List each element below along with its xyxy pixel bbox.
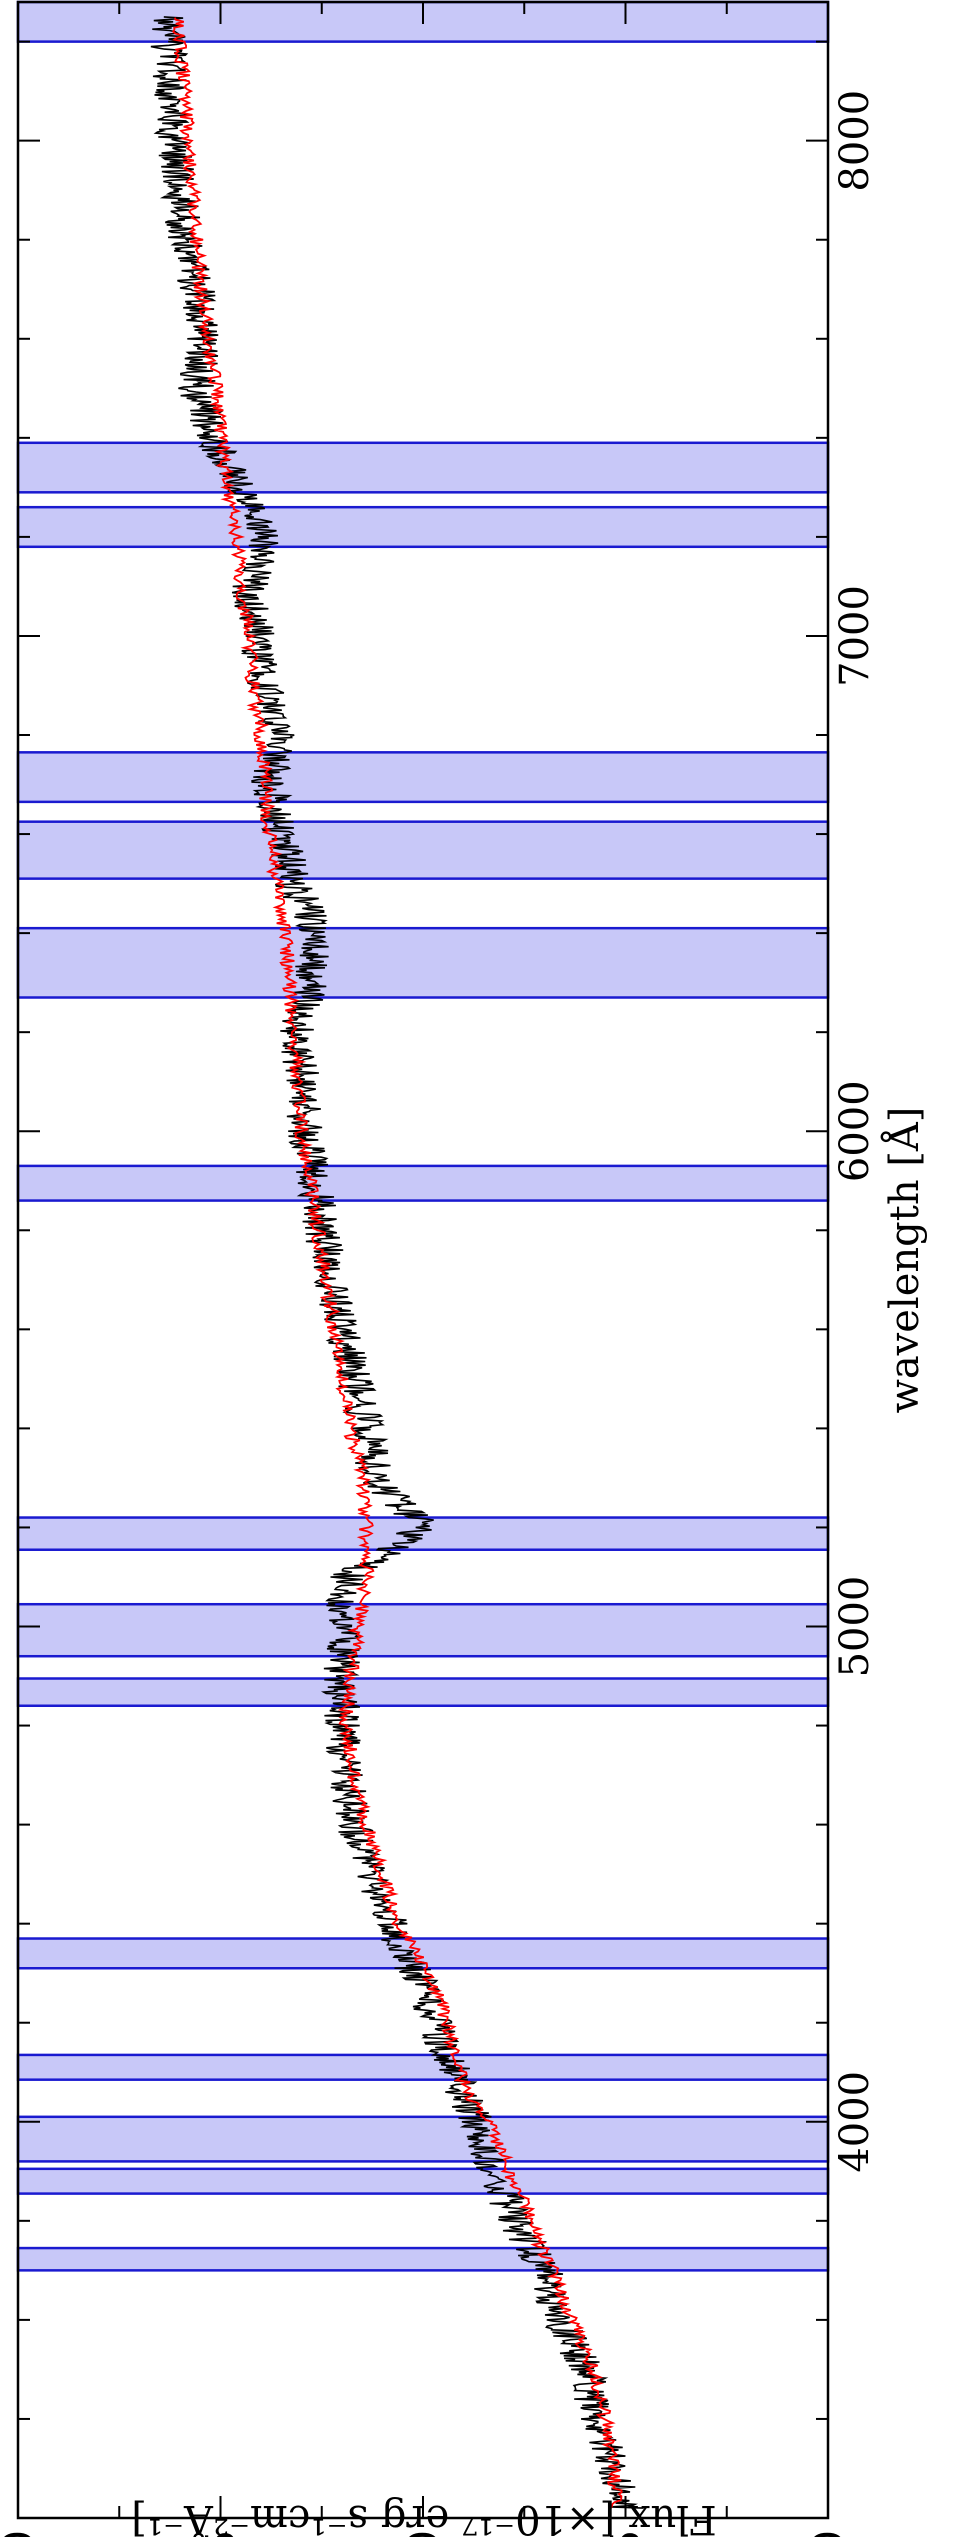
masked-region-10	[16, 820, 830, 880]
x-tick-label: 5000	[832, 1576, 878, 1678]
masked-region-11	[16, 751, 830, 804]
masked-region-5	[16, 1677, 830, 1707]
masked-region-1	[16, 2167, 830, 2195]
masked-region-13	[16, 441, 830, 494]
y-tick-label: 0	[806, 2530, 852, 2537]
x-tick-label: 6000	[832, 1080, 878, 1182]
y-tick-label: 20	[0, 2530, 42, 2537]
observed-spectrum-line	[150, 16, 644, 2509]
x-axis-title: wavelength [Å]	[881, 1107, 928, 1414]
masked-region-8	[16, 1164, 830, 1202]
y-tick-label: 15	[199, 2530, 245, 2537]
masked-region-0	[16, 2246, 830, 2272]
model-spectrum-line	[172, 17, 623, 2509]
masked-region-2	[16, 2115, 830, 2163]
x-tick-label: 7000	[832, 585, 878, 687]
spectrum-series	[150, 16, 644, 2509]
y-tick-label: 10	[401, 2530, 447, 2537]
x-tick-label: 4000	[832, 2071, 878, 2173]
masked-region-6	[16, 1602, 830, 1658]
y-axis-title: Flux [×10⁻¹⁷ erg s⁻¹cm⁻²Å⁻¹]	[131, 2496, 716, 2537]
masked-region-12	[16, 505, 830, 549]
y-tick-label: 5	[604, 2530, 650, 2537]
axis-ticks	[17, 2, 829, 2518]
tick-labels: 4000 5000 6000 7000 8000 0 5 10 15 20	[0, 90, 878, 2537]
masked-regions	[16, 0, 830, 2272]
x-tick-label: 8000	[832, 90, 878, 192]
masked-region-9	[16, 926, 830, 999]
masked-region-3	[16, 2053, 830, 2081]
